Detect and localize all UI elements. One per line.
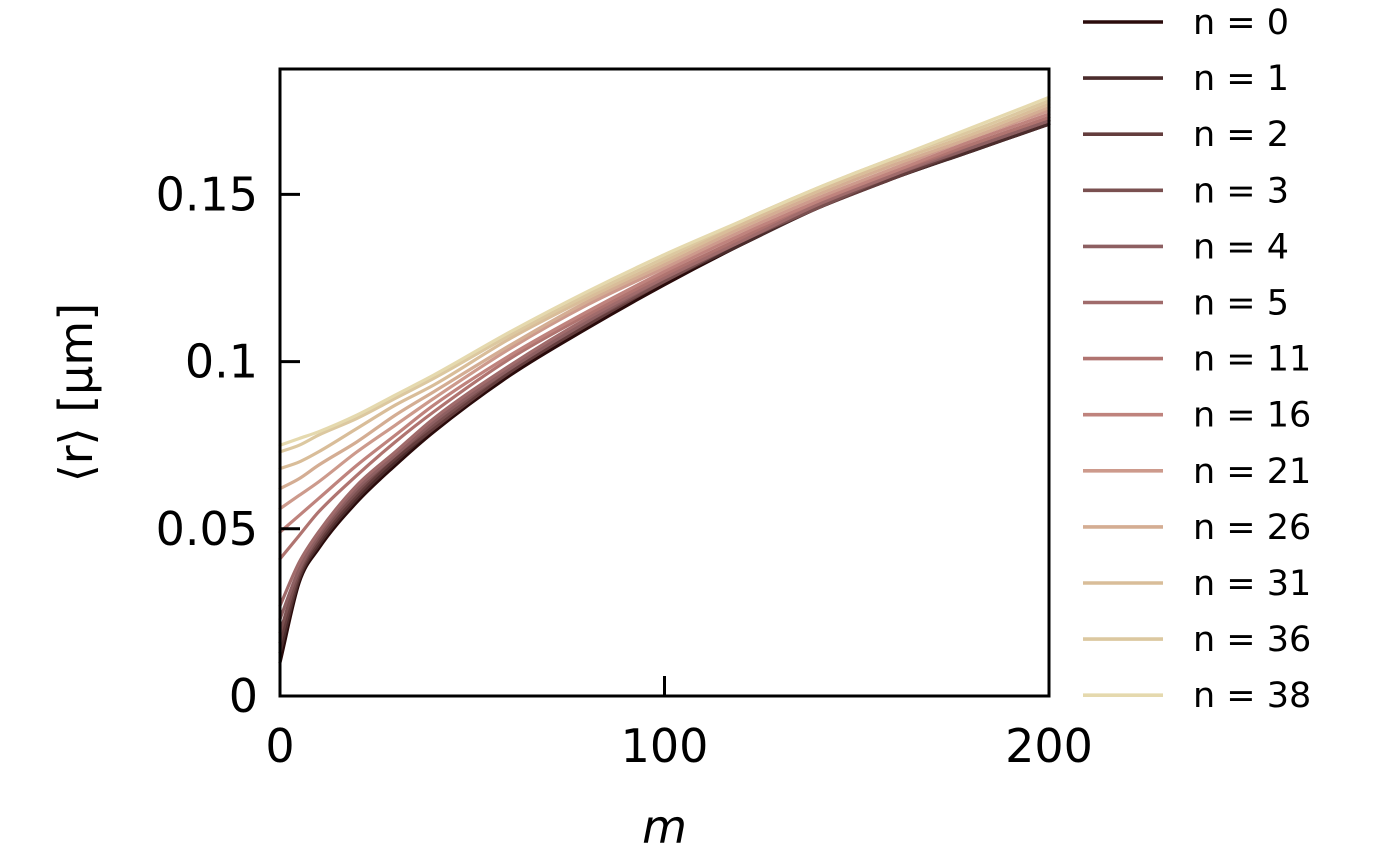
y-tick-label-1: 0.05 <box>156 502 258 556</box>
series-line-2 <box>278 119 1051 645</box>
legend: n = 0 n = 1 n = 2 n = 3 n = 4 n = 5 n = 11 n = … <box>1083 3 1311 716</box>
x-tick-label-0: 0 <box>265 719 294 773</box>
series-line-3 <box>278 119 1051 635</box>
y-tick-label-0: 0 <box>229 669 258 723</box>
series-line-1 <box>278 122 1051 655</box>
series-line-4 <box>278 119 1051 621</box>
x-tick-label-2: 200 <box>1005 719 1093 773</box>
series-line-10 <box>278 102 1051 471</box>
axis-ticks <box>278 192 1051 698</box>
legend-label-0: n = 0 <box>1193 3 1289 43</box>
legend-label-12: n = 38 <box>1193 676 1311 716</box>
tick-labels: 0 100 200 0 0.05 0.1 0.15 <box>156 167 1093 773</box>
y-tick-label-2: 0.1 <box>185 335 258 389</box>
y-axis-label: ⟨r⟩ [μm] <box>49 303 103 482</box>
legend-label-5: n = 5 <box>1193 284 1289 324</box>
legend-label-1: n = 1 <box>1193 59 1289 99</box>
x-axis-label: m <box>642 800 687 850</box>
legend-label-9: n = 26 <box>1193 508 1311 548</box>
series-line-12 <box>278 95 1051 447</box>
x-tick-label-1: 100 <box>621 719 709 773</box>
legend-label-4: n = 4 <box>1193 227 1289 267</box>
legend-label-10: n = 31 <box>1193 564 1311 604</box>
legend-label-6: n = 11 <box>1193 340 1311 380</box>
series-line-5 <box>278 115 1051 608</box>
legend-label-11: n = 36 <box>1193 620 1311 660</box>
legend-label-8: n = 21 <box>1193 452 1311 492</box>
legend-label-2: n = 2 <box>1193 115 1289 155</box>
plot-lines <box>278 95 1051 665</box>
series-line-6 <box>278 115 1051 561</box>
legend-label-3: n = 3 <box>1193 171 1289 211</box>
legend-label-7: n = 16 <box>1193 396 1311 436</box>
series-line-9 <box>278 105 1051 491</box>
series-line-8 <box>278 109 1051 511</box>
y-tick-label-3: 0.15 <box>156 167 258 221</box>
series-line-7 <box>278 112 1051 534</box>
